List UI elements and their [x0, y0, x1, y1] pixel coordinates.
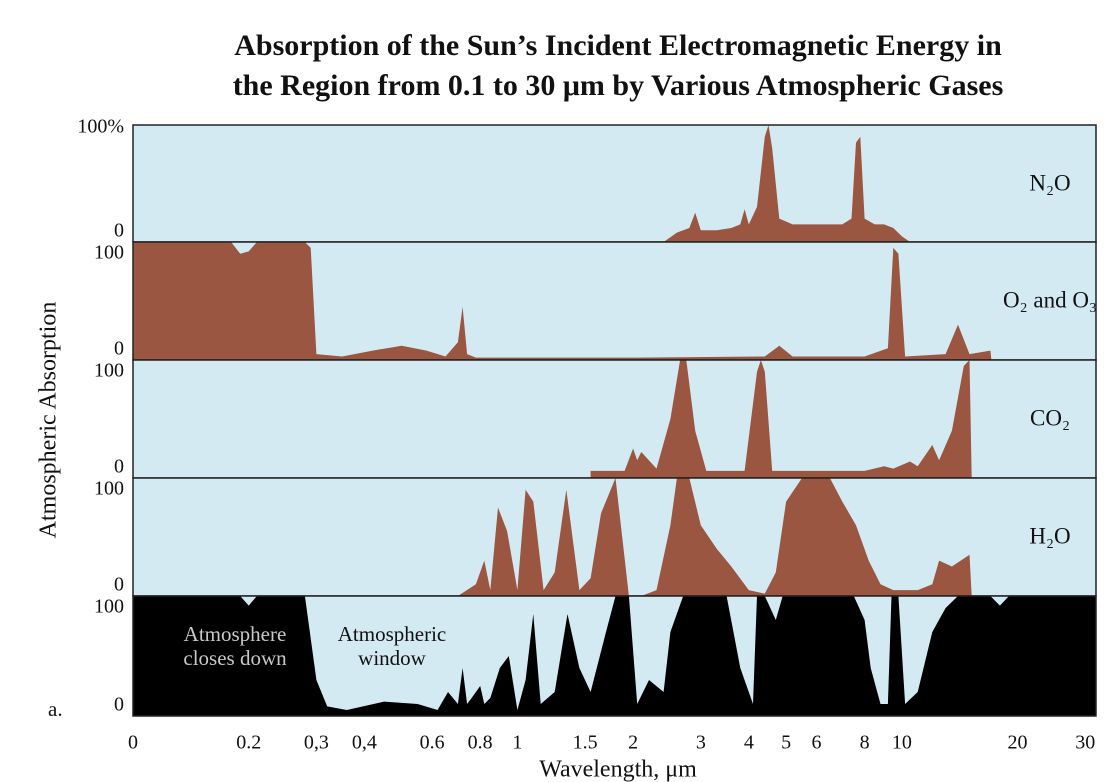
x-tick-label: 6 [812, 732, 822, 754]
y-tick-label: 100 [94, 360, 124, 382]
x-tick-label: 1 [512, 732, 522, 754]
y-tick-label: 0 [114, 220, 124, 242]
absorption-area [663, 125, 910, 242]
annotation: Atmosphere [184, 622, 287, 646]
y-tick-label: 100 [94, 478, 124, 500]
x-tick-label: 0.2 [236, 732, 261, 754]
x-tick-label: 0 [128, 732, 138, 754]
gas-label: N₂O [1029, 170, 1070, 195]
y-tick-label: 100% [77, 116, 124, 138]
absorption-area [590, 360, 972, 478]
x-tick-label: 1.5 [573, 732, 598, 754]
y-tick-label: 0 [114, 338, 124, 360]
y-tick-label: 0 [114, 574, 124, 596]
panel-background [133, 125, 1096, 242]
gas-label: CO₂ [1030, 405, 1070, 430]
chart-title: Absorption of the Sun’s Incident Electro… [234, 29, 1002, 62]
x-tick-label: 3 [696, 732, 706, 754]
x-tick-label: 4 [744, 732, 754, 754]
absorption-area [457, 478, 972, 596]
x-tick-label: 30 [1075, 732, 1095, 754]
x-tick-label: 20 [1008, 732, 1028, 754]
x-tick-label: 0.8 [468, 732, 493, 754]
annotation: Atmospheric [338, 622, 446, 646]
x-tick-label: 2 [628, 732, 638, 754]
absorption-area [133, 242, 992, 360]
panel-frame [132, 595, 1097, 717]
annotation: closes down [183, 646, 287, 670]
chart-title: the Region from 0.1 to 30 μm by Various … [233, 69, 1004, 102]
panel-label: a. [48, 697, 63, 721]
y-tick-label: 100 [94, 242, 124, 264]
absorption-area [133, 596, 1096, 716]
x-tick-label: 0,3 [304, 732, 329, 754]
x-tick-label: 10 [892, 732, 912, 754]
y-tick-label: 0 [114, 456, 124, 478]
x-tick-label: 5 [781, 732, 791, 754]
x-axis-label: Wavelength, μm [539, 757, 697, 782]
y-axis-label: Atmospheric Absorption [36, 302, 62, 539]
x-tick-label: 0.6 [420, 732, 445, 754]
x-tick-label: 8 [860, 732, 870, 754]
y-tick-label: 0 [114, 694, 124, 716]
x-tick-label: 0,4 [352, 732, 377, 754]
gas-label: O₂ and O₃ [1003, 287, 1097, 312]
y-tick-label: 100 [94, 596, 124, 618]
gas-label: H₂O [1029, 523, 1070, 548]
annotation: window [358, 646, 427, 670]
